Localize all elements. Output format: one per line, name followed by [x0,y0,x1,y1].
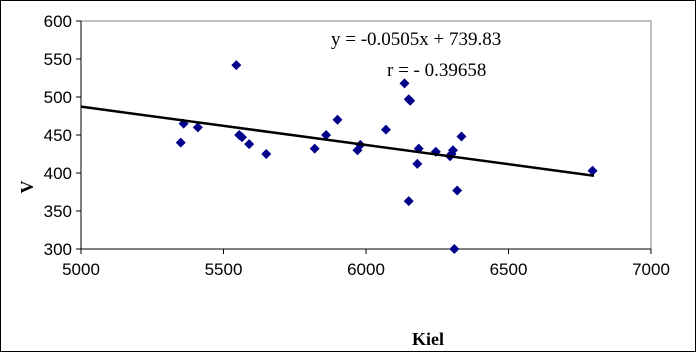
x-tick-label: 5000 [62,260,100,279]
data-point [332,114,343,125]
trendline-group [80,105,595,177]
x-tick-label: 6000 [347,260,385,279]
data-point [321,130,332,140]
r-value-label: r = - 0.39658 [387,60,486,81]
data-points [175,60,598,254]
trendline [80,105,595,177]
equation-label: y = -0.0505x + 739.83 [331,29,501,50]
y-tick-label: 500 [44,88,72,107]
y-axis: 300 350 400 450 500 550 600 [44,12,82,259]
y-axis-title: V [17,181,37,194]
data-point [192,122,203,133]
x-axis-title: Kiel [412,329,444,349]
data-point [261,149,272,159]
data-point [405,95,416,106]
y-tick-label: 400 [44,164,72,183]
data-point [587,165,598,176]
x-tick-label: 6500 [490,260,528,279]
plot-area [80,20,652,250]
data-point [403,196,414,207]
data-point [231,60,242,71]
x-axis: 5000 5500 6000 6500 7000 [62,248,670,279]
data-point [244,139,255,150]
data-point [237,132,248,143]
x-tick-label: 5500 [205,260,243,279]
data-point [447,145,458,156]
data-point [452,185,463,196]
y-tick-label: 600 [44,12,72,31]
data-point [456,131,467,142]
plot-border [80,20,652,250]
x-tick-label: 7000 [632,260,670,279]
data-point [399,78,410,89]
y-tick-label: 350 [44,202,72,221]
y-tick-label: 300 [44,240,72,259]
data-point [309,143,320,154]
data-point [380,124,391,135]
y-tick-label: 550 [44,50,72,69]
y-tick-label: 450 [44,126,72,145]
data-point [175,137,186,148]
data-point [449,244,460,254]
data-point [412,158,423,169]
